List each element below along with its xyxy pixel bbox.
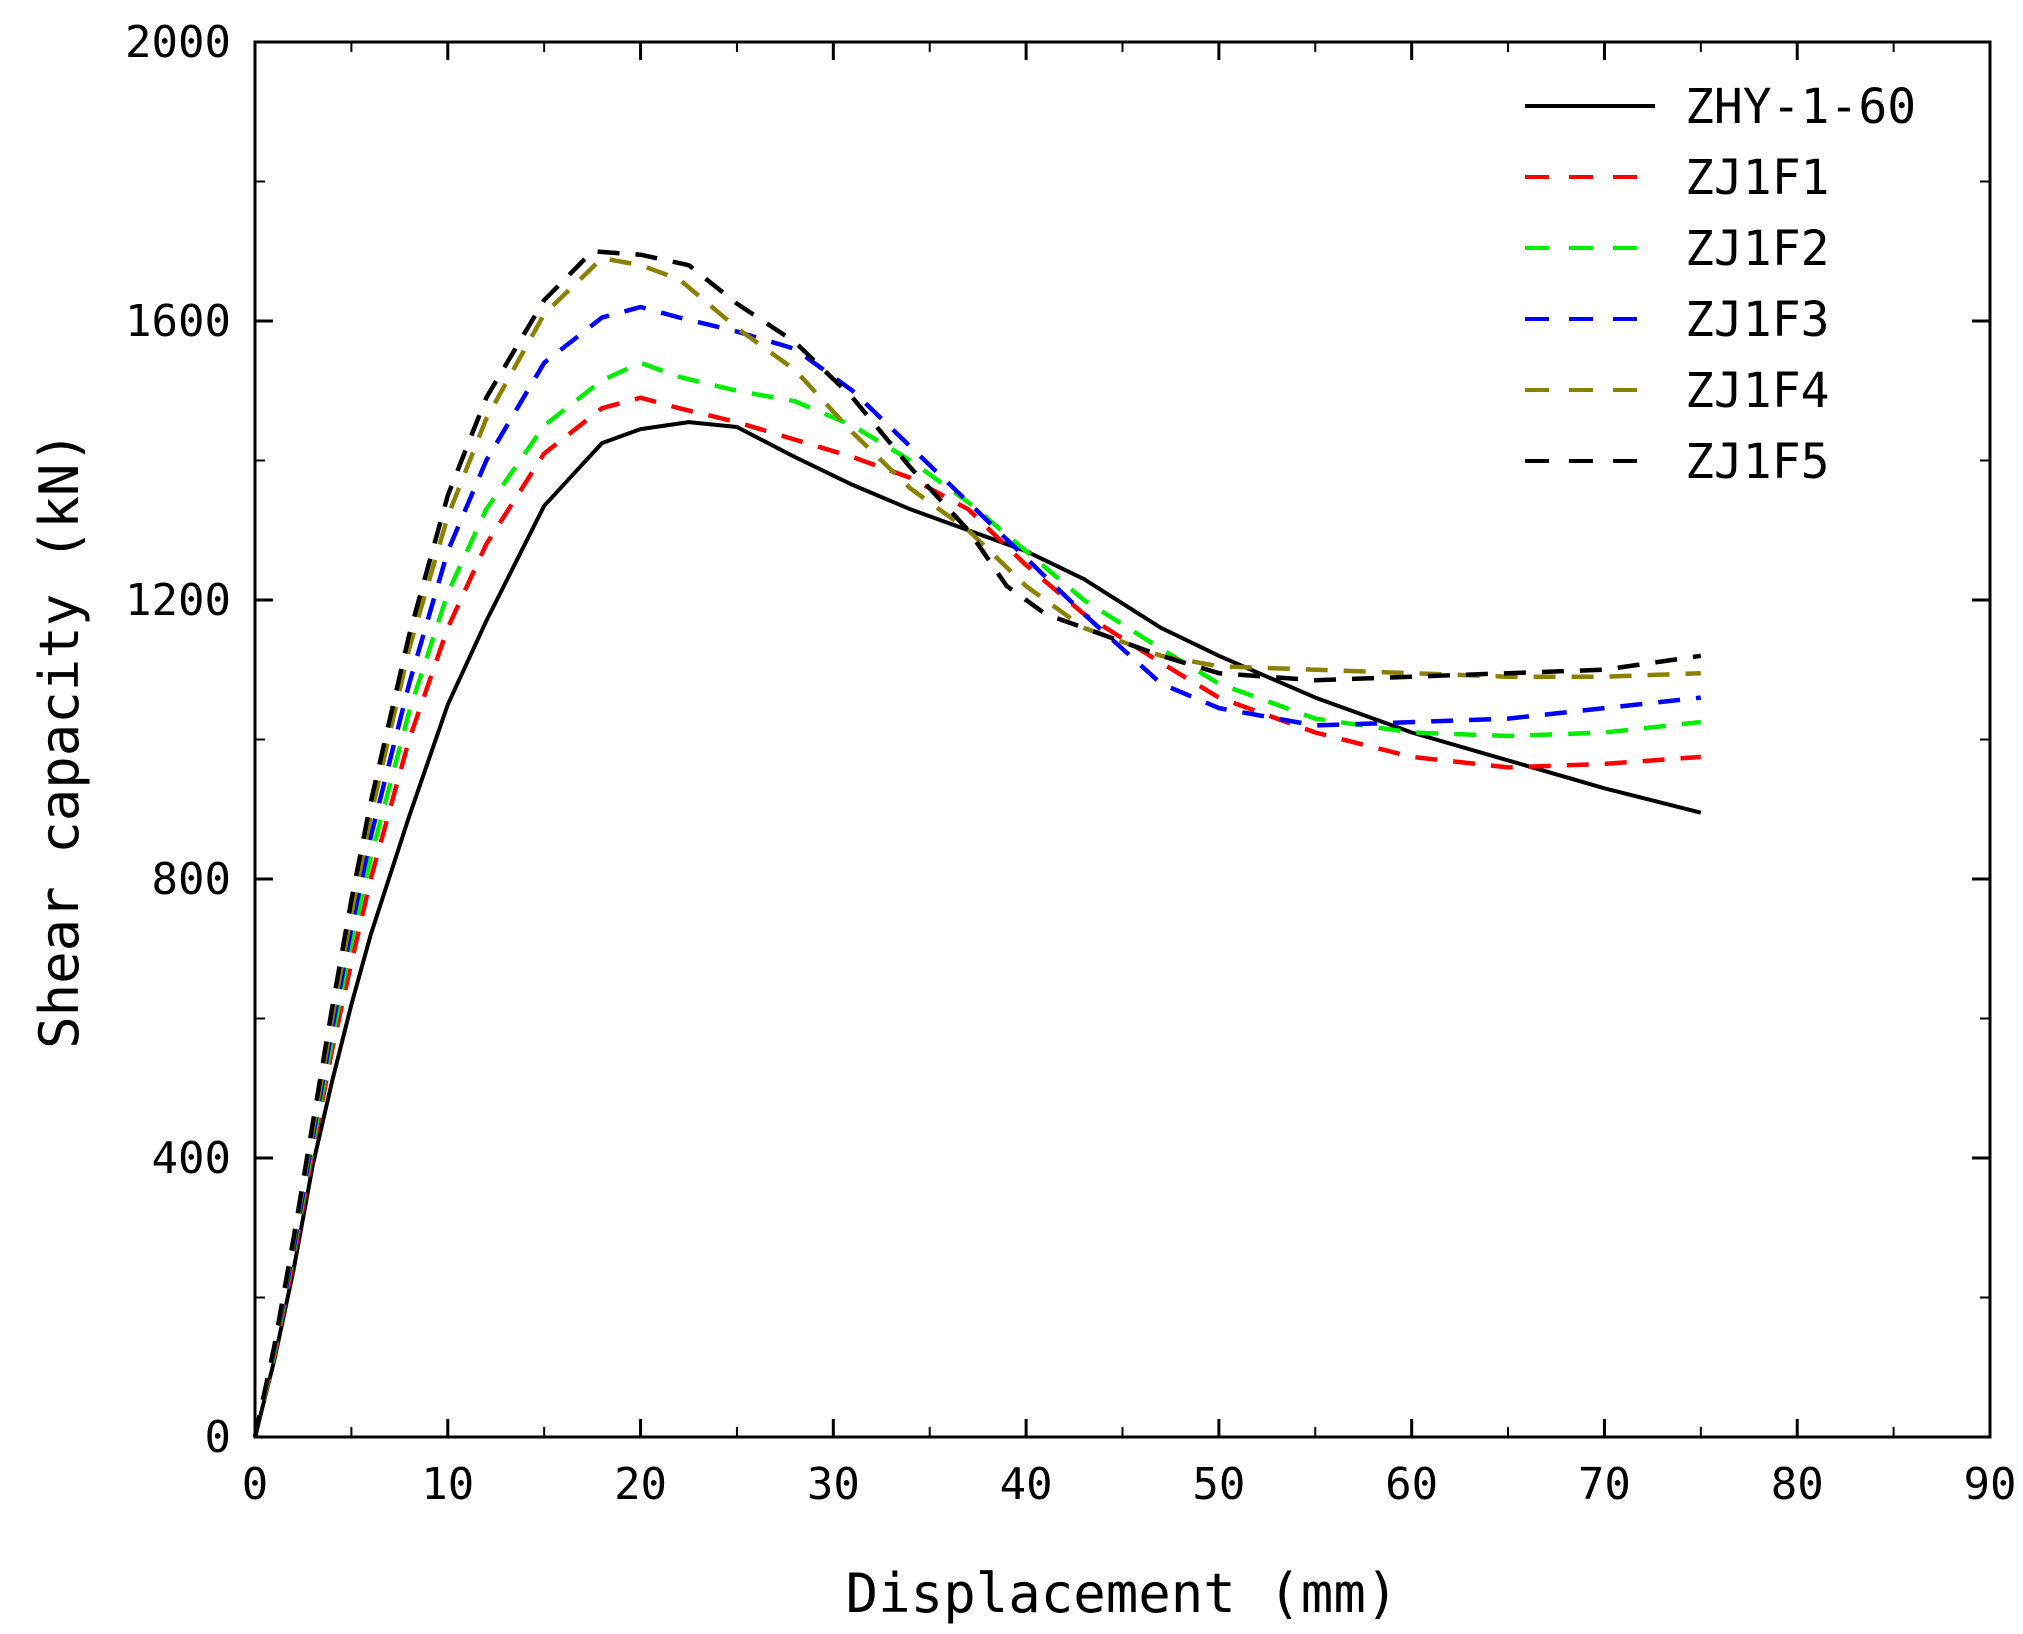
y-tick-label: 0 bbox=[205, 1412, 232, 1463]
axis-ticks bbox=[253, 40, 1992, 1439]
y-tick-label: 800 bbox=[152, 854, 231, 905]
x-tick-label: 0 bbox=[242, 1459, 269, 1510]
y-tick-label: 1200 bbox=[125, 575, 231, 626]
legend-label: ZJ1F1 bbox=[1685, 150, 1830, 206]
legend-label: ZJ1F2 bbox=[1685, 221, 1830, 277]
x-tick-label: 30 bbox=[807, 1459, 860, 1510]
x-tick-label: 60 bbox=[1385, 1459, 1438, 1510]
legend: ZHY-1-60 ZJ1F1 ZJ1F2 ZJ1F3 ZJ1F4 ZJ1F5 bbox=[1525, 79, 1916, 490]
legend-label: ZJ1F3 bbox=[1685, 292, 1830, 348]
x-tick-label: 80 bbox=[1771, 1459, 1824, 1510]
x-tick-label: 10 bbox=[421, 1459, 474, 1510]
y-tick-label: 2000 bbox=[125, 17, 231, 68]
series-line-zhy-1-60 bbox=[253, 420, 1702, 1438]
series-line-zj1f2 bbox=[252, 360, 1702, 1438]
legend-label: ZHY-1-60 bbox=[1685, 79, 1916, 135]
legend-label: ZJ1F4 bbox=[1685, 363, 1830, 419]
series-line-zj1f5 bbox=[252, 249, 1702, 1438]
series-layer bbox=[252, 249, 1702, 1438]
y-tick-label: 1600 bbox=[125, 296, 231, 347]
x-axis-title: Displacement (mm) bbox=[846, 1562, 1399, 1625]
series-line-zj1f1 bbox=[252, 395, 1701, 1438]
y-tick-label: 400 bbox=[152, 1133, 231, 1184]
x-tick-label: 20 bbox=[614, 1459, 667, 1510]
tick-labels: 0 10 20 30 40 50 60 70 80 90 0 400 800 1200 1600 2000 bbox=[125, 17, 2016, 1510]
series-line-zj1f3 bbox=[252, 304, 1702, 1438]
x-tick-label: 90 bbox=[1964, 1459, 2017, 1510]
y-axis-title: Shear capacity (kN) bbox=[28, 431, 91, 1049]
x-tick-label: 70 bbox=[1578, 1459, 1631, 1510]
legend-label: ZJ1F5 bbox=[1685, 434, 1830, 490]
x-tick-label: 50 bbox=[1192, 1459, 1245, 1510]
x-tick-label: 40 bbox=[1000, 1459, 1053, 1510]
